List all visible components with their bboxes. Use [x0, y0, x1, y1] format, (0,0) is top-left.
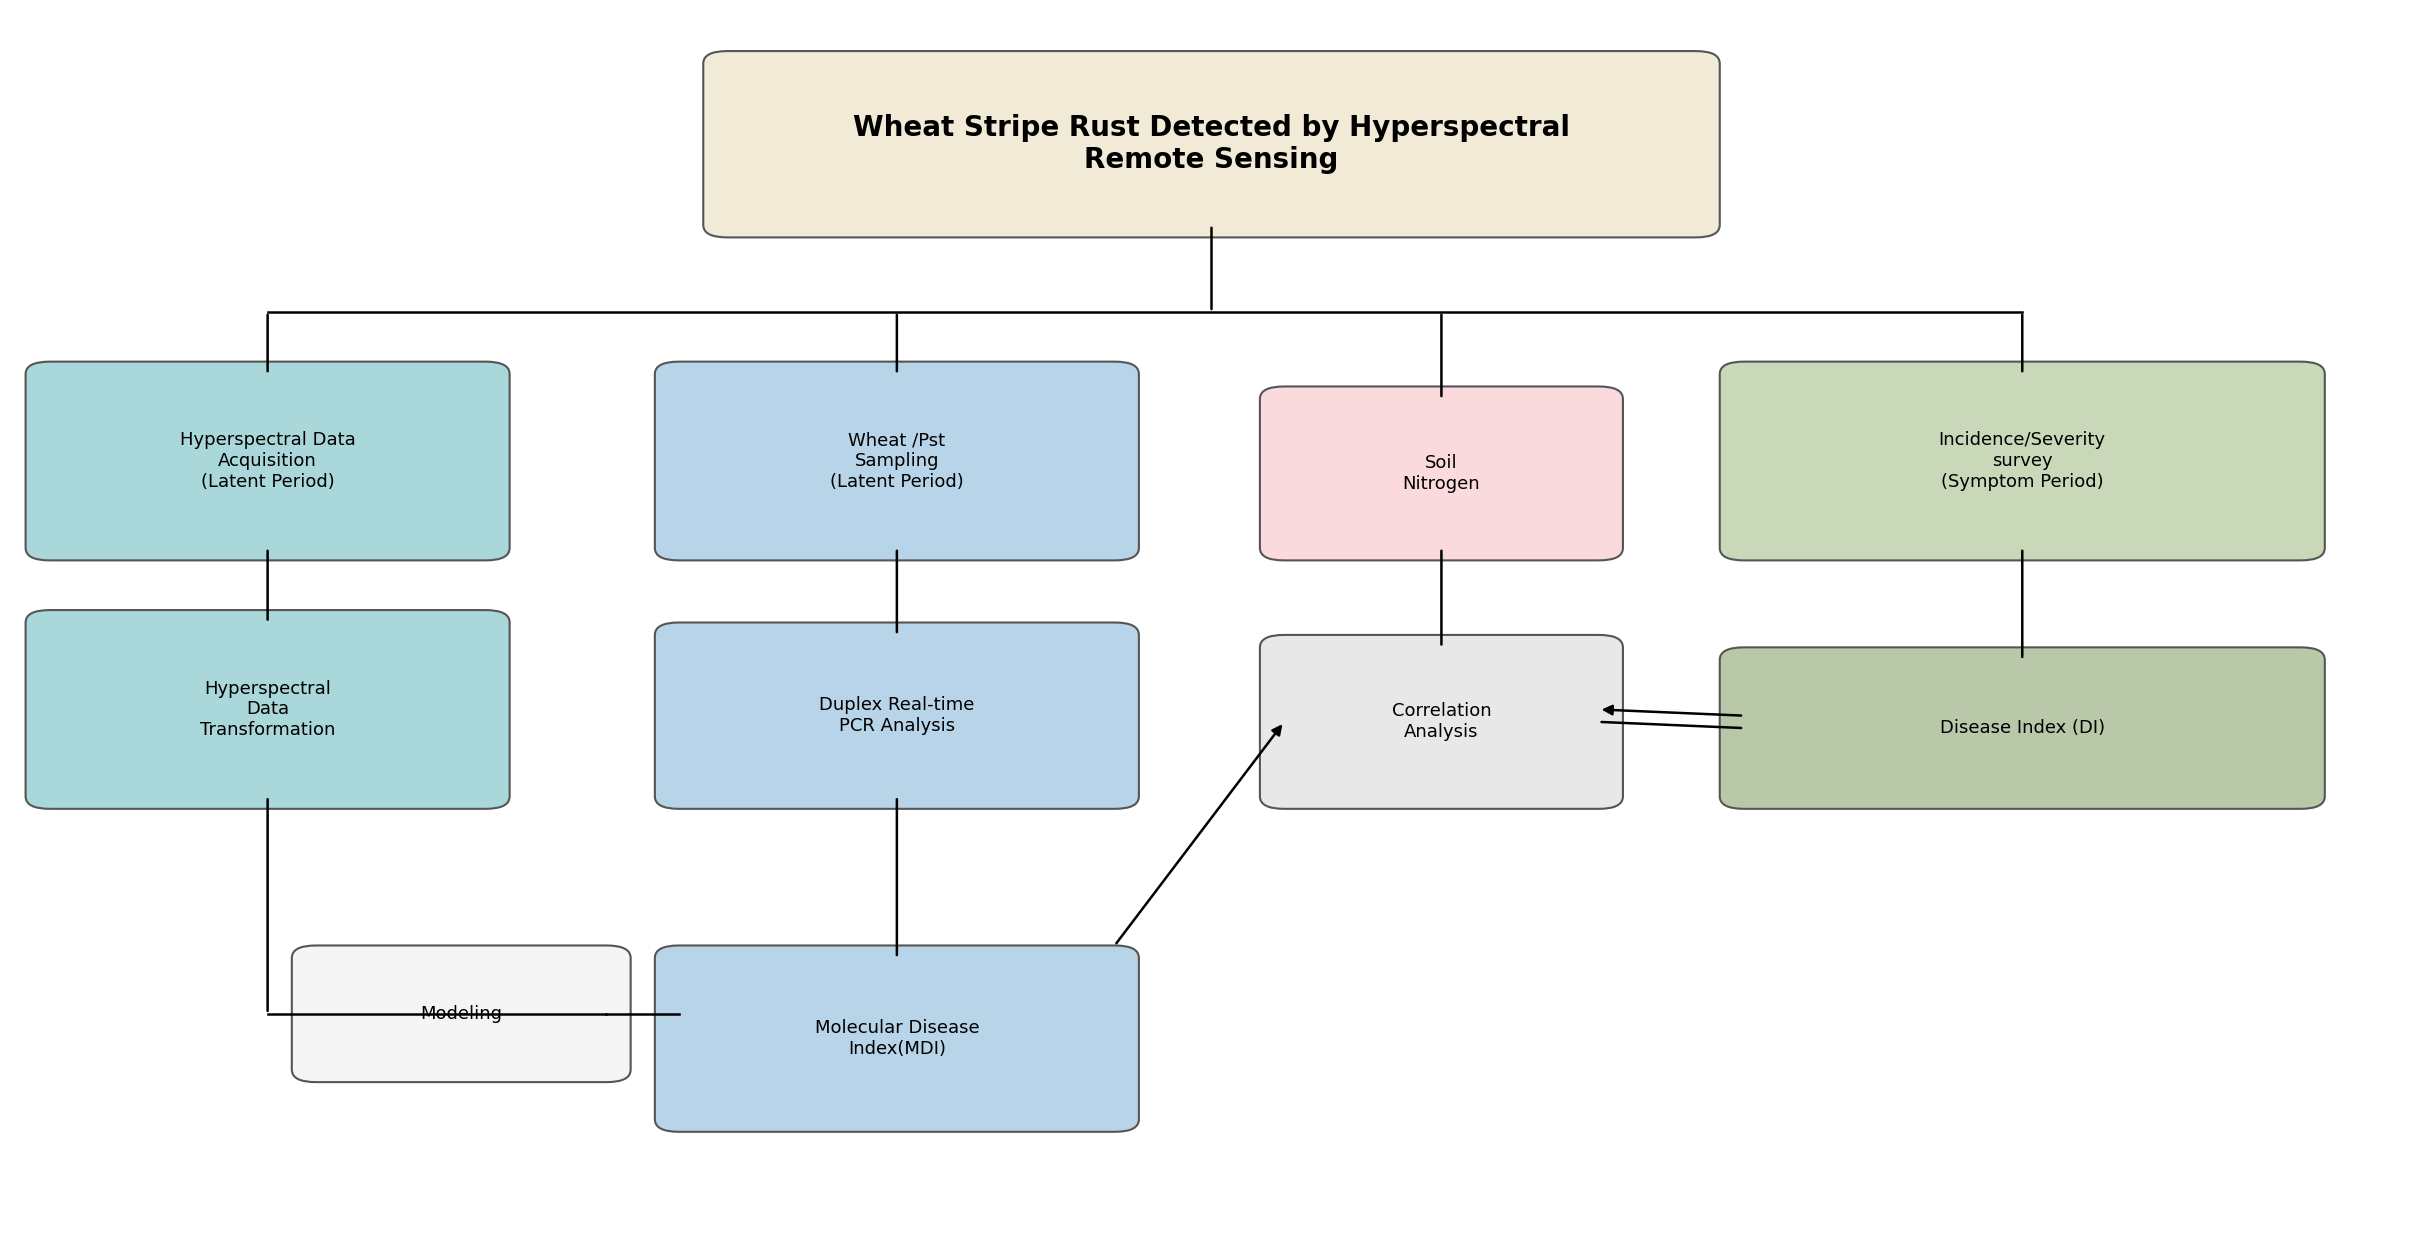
FancyBboxPatch shape — [1260, 386, 1623, 560]
FancyBboxPatch shape — [654, 361, 1139, 560]
FancyBboxPatch shape — [654, 622, 1139, 809]
Text: Correlation
Analysis: Correlation Analysis — [1391, 702, 1490, 741]
FancyBboxPatch shape — [703, 51, 1720, 238]
Text: Wheat /Pst
Sampling
(Latent Period): Wheat /Pst Sampling (Latent Period) — [831, 431, 964, 491]
Text: Incidence/Severity
survey
(Symptom Period): Incidence/Severity survey (Symptom Perio… — [1938, 431, 2106, 491]
Text: Hyperspectral
Data
Transformation: Hyperspectral Data Transformation — [201, 680, 334, 740]
Text: Wheat Stripe Rust Detected by Hyperspectral
Remote Sensing: Wheat Stripe Rust Detected by Hyperspect… — [853, 115, 1570, 174]
FancyBboxPatch shape — [654, 945, 1139, 1132]
Text: Disease Index (DI): Disease Index (DI) — [1941, 720, 2106, 737]
FancyBboxPatch shape — [1720, 647, 2324, 809]
FancyBboxPatch shape — [27, 361, 509, 560]
Text: Soil
Nitrogen: Soil Nitrogen — [1403, 454, 1480, 493]
FancyBboxPatch shape — [1260, 635, 1623, 809]
Text: Hyperspectral Data
Acquisition
(Latent Period): Hyperspectral Data Acquisition (Latent P… — [179, 431, 356, 491]
Text: Modeling: Modeling — [419, 1005, 502, 1023]
Text: Molecular Disease
Index(MDI): Molecular Disease Index(MDI) — [814, 1020, 979, 1058]
FancyBboxPatch shape — [27, 610, 509, 809]
FancyBboxPatch shape — [291, 945, 630, 1082]
FancyBboxPatch shape — [1720, 361, 2324, 560]
Text: Duplex Real-time
PCR Analysis: Duplex Real-time PCR Analysis — [819, 696, 974, 735]
